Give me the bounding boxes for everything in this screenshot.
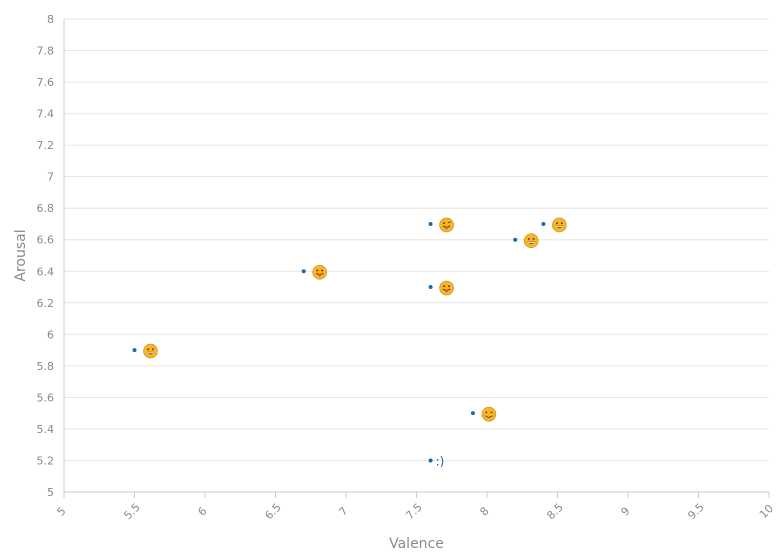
x-tick-label: 9.5 [685,501,707,523]
emoji-teeth [147,352,154,354]
point-label: :) [436,454,445,468]
emoji-eye [316,269,319,272]
axis-layer: 5 5.2 5.4 5.6 5.8 6 6.2 6.4 6.6 6.8 7 7.2 7.4 7.6 7.8 8… [37,13,777,522]
x-tick-label: 7 [336,504,350,518]
data-point: 😀 [541,217,567,233]
emoji-tongue [317,274,322,277]
emoji-face [439,217,454,233]
emoji-teeth [527,241,535,243]
x-tick-label: 8.5 [544,501,566,523]
point-label: 😀 [552,217,567,233]
y-tick-label: 5.4 [37,423,55,436]
data-point: 😊 [470,406,497,422]
emoji-mouth [485,415,493,418]
data-point: 😀 [132,343,158,359]
y-tick-label: 6.6 [37,234,55,247]
point-marker [301,269,306,274]
y-tick-label: 5.8 [37,360,55,373]
y-tick-label: 7.2 [37,139,55,152]
emoji-eye [490,411,493,414]
y-tick-label: 6.4 [37,265,55,278]
x-tick-label: 6 [195,504,209,518]
emoji-face [552,217,567,233]
point-label: 😀 [143,343,158,359]
y-axis-title: Arousal [13,229,29,281]
point-label: 😛 [312,264,328,280]
emoji-eye [443,222,445,225]
y-tick-label: 6 [47,328,54,341]
emoji-eye [321,269,324,272]
point-marker [428,285,433,290]
data-point: 😀 [513,233,539,249]
y-tick-label: 8 [47,13,54,26]
emoji-eye [447,221,451,224]
x-axis-title: Valence [389,536,444,552]
y-tick-label: 5 [47,486,54,499]
data-point: 😜 [428,217,454,233]
point-label: 😜 [439,217,454,233]
point-marker [428,458,433,463]
emoji-teeth [556,226,563,228]
x-tick-label: 5 [54,504,68,518]
emoji-eye [556,222,558,225]
point-label: 😀 [523,233,539,249]
emoji-face [312,264,328,280]
y-tick-label: 6.8 [37,202,55,215]
data-point: :) [428,454,445,468]
y-tick-label: 6.2 [37,297,55,310]
grid-layer [64,18,769,493]
y-tick-label: 7.4 [37,108,55,121]
point-marker [428,221,433,226]
y-tick-label: 7 [47,171,54,184]
points-layer: 😀 😛 😜 😛:) 😊 😀 😀 [132,217,567,468]
x-tick-label: 10 [757,502,776,521]
emoji-eye [532,237,535,240]
x-tick-label: 5.5 [121,501,143,523]
x-tick-label: 7.5 [403,501,425,523]
emoji-eye [527,237,530,240]
x-tick-label: 8 [477,504,491,518]
emoji-eye [151,348,154,351]
y-tick-label: 5.6 [37,391,55,404]
emoji-tongue [444,290,449,293]
point-marker [132,348,137,353]
data-point: 😛 [428,280,454,296]
point-label: 😛 [439,280,454,296]
emoji-eye [448,285,450,288]
point-marker [541,221,546,226]
point-marker [470,411,475,416]
emoji-eye [484,411,488,414]
emoji-cheek [483,414,486,417]
y-tick-label: 5.2 [37,454,55,467]
emoji-face [523,233,539,249]
y-tick-label: 7.6 [37,76,55,89]
x-tick-label: 6.5 [262,501,284,523]
emoji-tongue [444,226,449,230]
x-tick-label: 9 [618,504,632,518]
emoji-cheek [491,414,495,417]
y-tick-label: 7.8 [37,45,55,58]
emoji-face [439,280,454,296]
data-point: 😛 [301,264,328,280]
emoji-eye [147,348,150,351]
point-marker [513,237,518,242]
emoji-face [143,343,158,359]
emoji-face [481,406,497,422]
emoji-eye [443,285,446,288]
emoji-eye [560,222,563,225]
point-label: 😊 [481,406,497,422]
